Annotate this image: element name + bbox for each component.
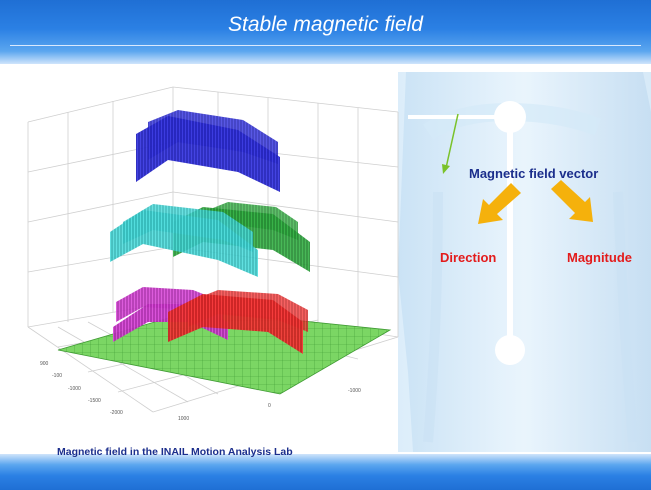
tick-label: -1000 — [348, 388, 361, 394]
magnitude-label: Magnitude — [567, 250, 632, 265]
human-body-image — [398, 72, 651, 452]
slide-title: Stable magnetic field — [228, 13, 423, 36]
magnetic-field-3d-plot: 900 -100 -1000 -1500 -2000 1000 0 -1000 — [18, 72, 400, 432]
tick-label: 900 — [40, 361, 49, 367]
body-silhouette — [398, 72, 651, 452]
tick-label: -1000 — [68, 386, 81, 392]
tick-label: 0 — [268, 403, 271, 409]
tick-label: 1000 — [178, 416, 189, 422]
title-bar: Stable magnetic field — [0, 0, 651, 64]
tick-label: -100 — [52, 373, 62, 379]
footer-bar — [0, 454, 651, 490]
tick-label: -2000 — [110, 410, 123, 416]
direction-label: Direction — [440, 250, 497, 265]
magnetic-field-vector-label: Magnetic field vector — [469, 166, 599, 181]
layer-blue — [136, 110, 280, 192]
title-underline — [10, 45, 641, 46]
axis-ticks: 900 -100 -1000 -1500 -2000 1000 0 -1000 — [40, 361, 361, 422]
tick-label: -1500 — [88, 398, 101, 404]
plot-svg: 900 -100 -1000 -1500 -2000 1000 0 -1000 — [27, 86, 399, 422]
layer-cyan — [110, 204, 258, 277]
layer-red — [168, 290, 308, 354]
plot-caption: Magnetic field in the INAIL Motion Analy… — [57, 446, 293, 458]
